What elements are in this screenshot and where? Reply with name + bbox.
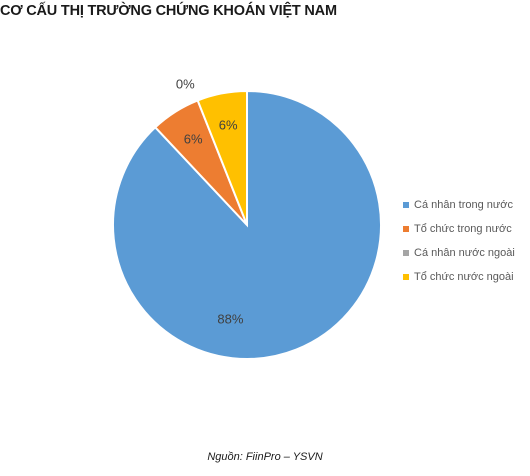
chart-title: CƠ CẤU THỊ TRƯỜNG CHỨNG KHOÁN VIỆT NAM: [0, 3, 337, 19]
legend: Cá nhân trong nước Tổ chức trong nước Cá n…: [403, 199, 515, 283]
data-label-3: 6%: [219, 118, 238, 133]
source-note: Nguồn: FiinPro – YSVN: [207, 451, 323, 463]
legend-label-0: Cá nhân trong nước: [414, 199, 513, 211]
data-labels: 88% 6% 0% 6%: [176, 77, 244, 327]
legend-swatch-0: [403, 202, 409, 208]
data-label-0: 88%: [217, 311, 243, 326]
legend-swatch-3: [403, 274, 409, 280]
pie-slices: [112, 89, 382, 360]
legend-swatch-1: [403, 226, 409, 232]
data-label-2: 0%: [176, 77, 195, 92]
legend-label-2: Cá nhân nước ngoài: [414, 247, 515, 259]
legend-swatch-2: [403, 250, 409, 256]
legend-label-3: Tổ chức nước ngoài: [414, 271, 514, 283]
data-label-1: 6%: [184, 132, 203, 147]
legend-label-1: Tổ chức trong nước: [414, 223, 512, 235]
pie-slice-3: [196, 89, 248, 226]
